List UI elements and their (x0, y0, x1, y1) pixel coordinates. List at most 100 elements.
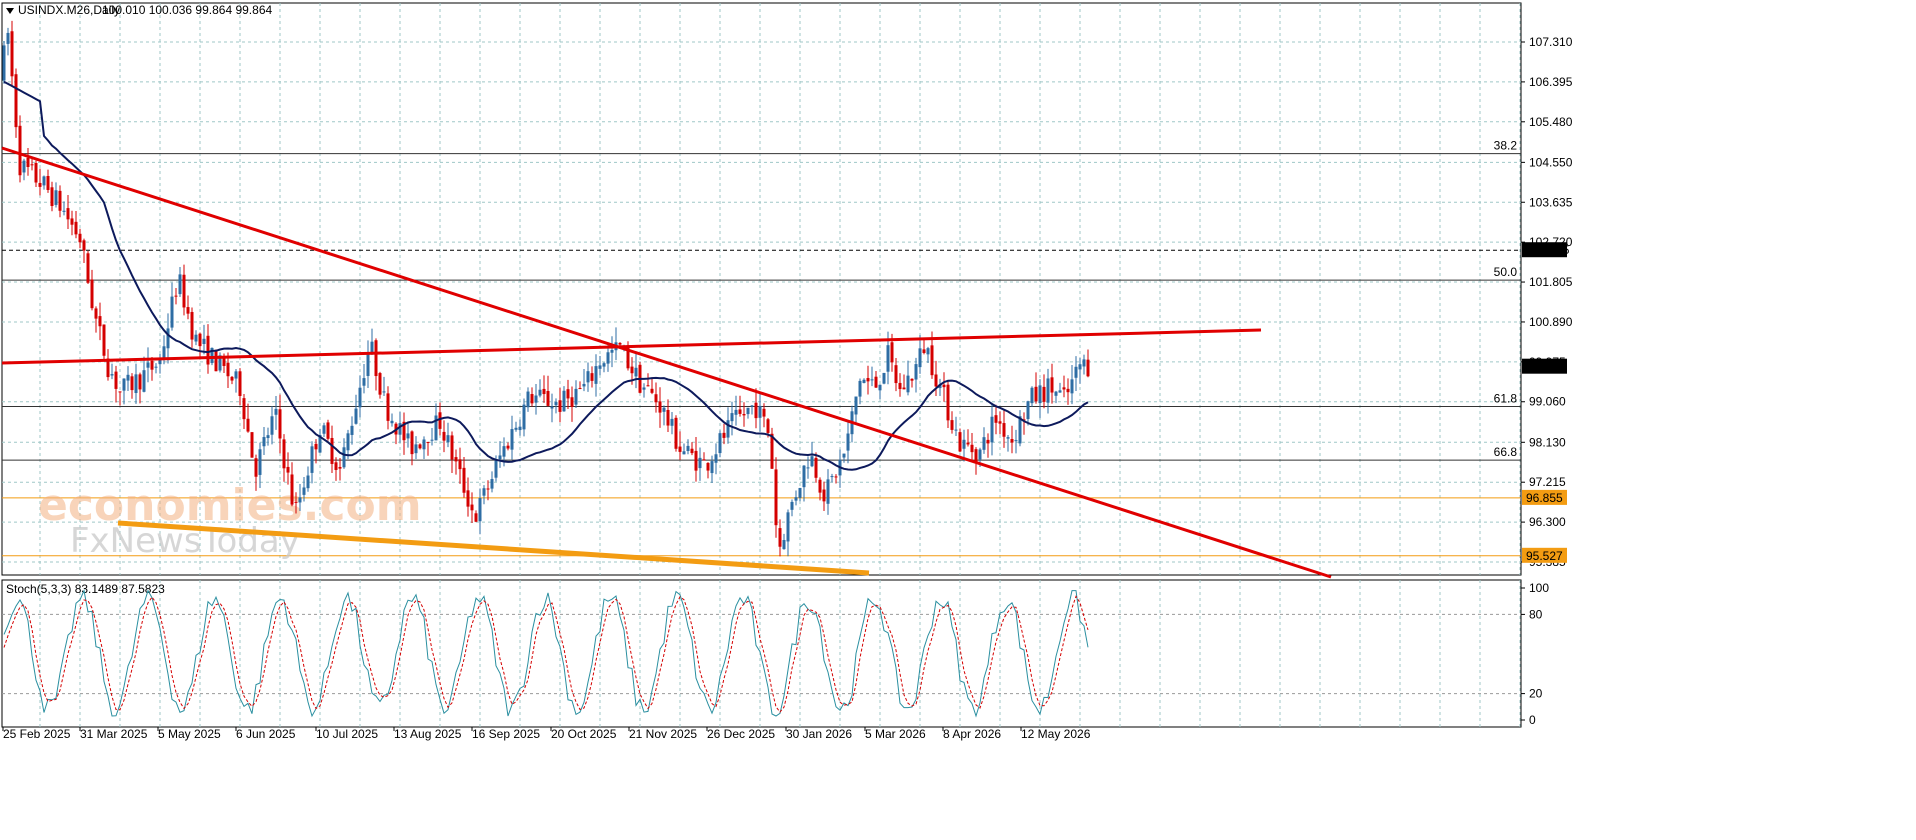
candle-body (514, 427, 518, 430)
candle-body (10, 31, 14, 77)
candle-body (174, 295, 178, 297)
candle-body (158, 359, 162, 365)
candle-body (642, 387, 646, 390)
candle-body (58, 190, 62, 211)
stochastic-title: Stoch(5,3,3) 83.1489 87.5823 (6, 582, 165, 596)
resistance-trendline[interactable] (1, 328, 1262, 365)
candle-body (538, 389, 542, 396)
candle-body (462, 467, 466, 493)
candle-body (238, 371, 242, 396)
chart-ohlc-label: 100.010 100.036 99.864 99.864 (102, 3, 272, 17)
price-axis-label: 107.310 (1529, 35, 1573, 49)
candle-body (894, 365, 898, 384)
stoch-signal-line[interactable] (3, 595, 1089, 713)
candle-body (1082, 359, 1086, 367)
price-tag-label: 95.527 (1526, 549, 1563, 563)
price-axis-label: 103.635 (1529, 195, 1573, 209)
price-tag (1522, 242, 1567, 258)
candle-body (334, 462, 338, 470)
moving-average-line[interactable] (3, 80, 1089, 471)
candle-body (1066, 388, 1070, 393)
candle-body (358, 387, 362, 408)
price-tag-label: 96.855 (1526, 491, 1563, 505)
candle-body (1058, 390, 1062, 393)
candle-body (882, 372, 886, 384)
watermark-line1: economies.com (38, 480, 422, 531)
price-tag-label: 102.535 (1526, 243, 1570, 257)
candle-body (1018, 416, 1022, 444)
candle-body (314, 443, 318, 450)
main-pane[interactable] (1, 2, 1522, 576)
candle-body (774, 469, 778, 526)
candle-body (906, 375, 910, 393)
candle-body (62, 210, 66, 212)
dropdown-triangle-icon[interactable] (6, 8, 14, 14)
candle-body (670, 418, 674, 426)
candle-body (986, 439, 990, 444)
candle-body (1086, 359, 1090, 377)
candle-body (442, 431, 446, 441)
candle-body (254, 458, 258, 477)
candle-body (178, 274, 182, 295)
date-axis-label: 10 Jul 2025 (316, 727, 378, 741)
candle-body (550, 406, 554, 409)
candle-body (298, 497, 302, 503)
stoch-axis-label: 100 (1529, 581, 1549, 595)
candle-body (990, 416, 994, 443)
candle-body (982, 437, 986, 450)
candle-body (878, 384, 882, 391)
candle-body (946, 384, 950, 421)
candle-body (274, 408, 278, 415)
candle-body (482, 488, 486, 496)
candle-body (810, 456, 814, 467)
candle-body (1002, 423, 1006, 437)
candle-body (574, 388, 578, 405)
candle-body (718, 433, 722, 454)
date-axis-label: 13 Aug 2025 (394, 727, 462, 741)
candle-body (54, 190, 58, 205)
candle-body (602, 363, 606, 367)
candle-body (198, 333, 202, 347)
candle-body (858, 380, 862, 397)
candle-body (950, 420, 954, 430)
candle-body (318, 434, 322, 453)
candle-body (566, 389, 570, 399)
candle-body (230, 376, 234, 381)
candle-body (1022, 419, 1026, 421)
descending-trendline[interactable] (1, 146, 1332, 579)
candle-body (414, 444, 418, 454)
candle-body (510, 429, 514, 450)
candle-body (42, 176, 46, 186)
candle-body (818, 479, 822, 493)
date-axis-label: 12 May 2026 (1021, 727, 1091, 741)
candle-body (726, 420, 730, 438)
candle-body (978, 449, 982, 460)
candle-body (822, 489, 826, 502)
candle-body (750, 405, 754, 407)
fibonacci-levels[interactable]: 38.2 50.0 61.8 66.8 (2, 139, 1521, 461)
candle-body (1074, 366, 1078, 378)
stoch-pane[interactable] (1, 579, 1522, 728)
candle-body (486, 488, 490, 490)
candle-body (386, 393, 390, 421)
date-axis-label: 25 Feb 2025 (3, 727, 71, 741)
candle-body (926, 348, 930, 355)
date-axis-label: 6 Jun 2025 (236, 727, 296, 741)
candle-body (162, 346, 166, 358)
support-trendline[interactable] (117, 520, 870, 576)
candlesticks[interactable] (2, 20, 1090, 557)
candle-body (46, 176, 50, 190)
candle-body (150, 360, 154, 370)
candle-body (234, 371, 238, 379)
candle-body (830, 476, 834, 478)
chart-symbol-label: USINDX.M26,Daily (18, 3, 120, 17)
candle-body (558, 400, 562, 412)
candle-body (66, 208, 70, 220)
candle-body (542, 388, 546, 395)
candle-body (802, 465, 806, 488)
candle-body (38, 182, 42, 187)
candle-body (122, 378, 126, 391)
